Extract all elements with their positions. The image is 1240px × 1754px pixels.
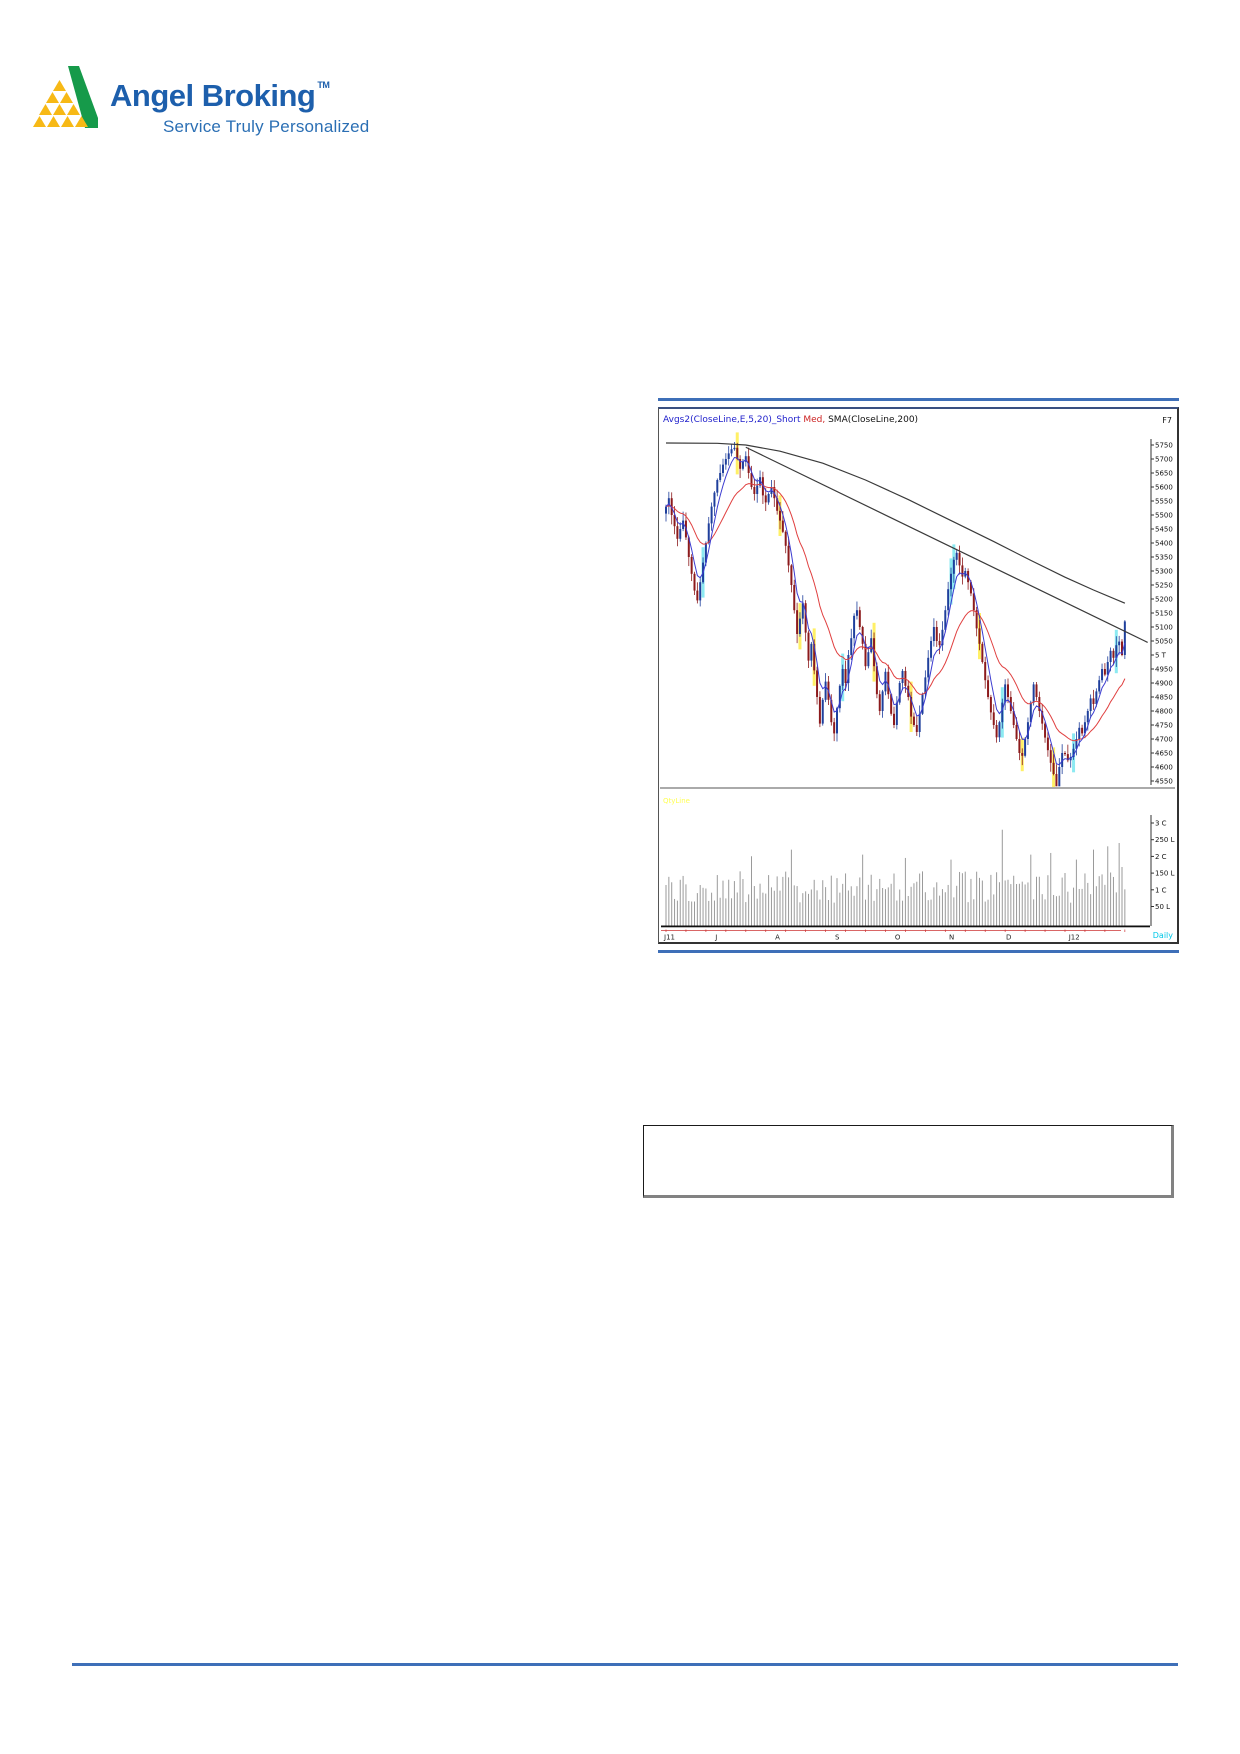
angel-broking-logo: Angel Broking TM Service Truly Personaliz… — [33, 60, 393, 160]
note-box — [643, 1125, 1174, 1198]
volume-bars-layer — [665, 829, 1126, 926]
price-axis: 5750 5700 5650 5600 5550 5500 5450 5400 5350 5300… — [1150, 439, 1173, 786]
svg-text:2 C: 2 C — [1155, 853, 1167, 861]
svg-text:5 T: 5 T — [1155, 652, 1167, 660]
svg-text:4800: 4800 — [1155, 708, 1173, 716]
svg-text:A: A — [775, 934, 780, 942]
svg-text:4900: 4900 — [1155, 680, 1173, 688]
svg-text:4650: 4650 — [1155, 750, 1173, 758]
svg-text:5100: 5100 — [1155, 624, 1173, 632]
svg-text:5250: 5250 — [1155, 582, 1173, 590]
indicator-label-sma: SMA(CloseLine,200) — [828, 415, 919, 425]
svg-text:5200: 5200 — [1155, 596, 1173, 604]
svg-text:J: J — [714, 934, 717, 942]
date-axis: J11 J A S O N D J12 — [661, 925, 1150, 942]
svg-text:5750: 5750 — [1155, 442, 1173, 450]
chart-bottom-rule — [658, 950, 1179, 953]
svg-text:1 C: 1 C — [1155, 886, 1167, 894]
brand-name: Angel Broking TM — [110, 78, 330, 113]
indicator-label-avgs2: Avgs2(CloseLine,E,5,20)_Short — [663, 415, 801, 425]
svg-text:5050: 5050 — [1155, 638, 1173, 646]
svg-text:D: D — [1006, 934, 1011, 942]
timeframe-label: Daily — [1152, 931, 1173, 940]
svg-text:5400: 5400 — [1155, 540, 1173, 548]
svg-text:4850: 4850 — [1155, 694, 1173, 702]
svg-text:J11: J11 — [663, 934, 675, 942]
footer-rule — [72, 1663, 1178, 1666]
svg-text:5500: 5500 — [1155, 512, 1173, 520]
function-key-label: F7 — [1162, 416, 1172, 425]
svg-text:5300: 5300 — [1155, 568, 1173, 576]
svg-text:250 L: 250 L — [1155, 836, 1175, 844]
svg-text:4550: 4550 — [1155, 778, 1173, 786]
svg-text:4700: 4700 — [1155, 736, 1173, 744]
svg-text:4600: 4600 — [1155, 764, 1173, 772]
svg-text:150 L: 150 L — [1155, 870, 1175, 878]
chart-canvas: 5750 5700 5650 5600 5550 5500 5450 5400 5350 5300… — [660, 432, 1175, 942]
qtyline-label: QtyLine — [663, 797, 690, 805]
volume-axis: 3 C 250 L 2 C 150 L 1 C 50 L — [1150, 815, 1175, 926]
angel-broking-mark-icon — [33, 66, 98, 128]
chart-top-rule — [658, 398, 1179, 401]
logo-text: Angel Broking TM Service Truly Personaliz… — [110, 78, 369, 137]
svg-text:5700: 5700 — [1155, 456, 1173, 464]
indicator-legend: Avgs2(CloseLine,E,5,20)_Short Med, SMA(C… — [663, 415, 918, 425]
svg-text:5150: 5150 — [1155, 610, 1173, 618]
indicator-label-med: Med, — [800, 415, 829, 425]
svg-text:50 L: 50 L — [1155, 903, 1170, 911]
svg-text:J12: J12 — [1068, 934, 1080, 942]
moving-averages-layer — [665, 456, 1126, 766]
svg-text:3 C: 3 C — [1155, 820, 1167, 828]
brand-tagline: Service Truly Personalized — [163, 117, 370, 136]
svg-text:O: O — [895, 934, 901, 942]
svg-text:4750: 4750 — [1155, 722, 1173, 730]
svg-text:5650: 5650 — [1155, 470, 1173, 478]
chart-frame: 5750 5700 5650 5600 5550 5500 5450 5400 5350 5300… — [658, 407, 1179, 944]
svg-text:5600: 5600 — [1155, 484, 1173, 492]
technical-chart-block: 5750 5700 5650 5600 5550 5500 5450 5400 5350 5300… — [658, 398, 1179, 953]
svg-text:N: N — [949, 934, 954, 942]
trademark-symbol: TM — [317, 80, 330, 90]
svg-text:S: S — [835, 934, 840, 942]
sma-trendline-layer — [665, 442, 1148, 643]
svg-text:5550: 5550 — [1155, 498, 1173, 506]
svg-text:5450: 5450 — [1155, 526, 1173, 534]
svg-text:4950: 4950 — [1155, 666, 1173, 674]
svg-text:5350: 5350 — [1155, 554, 1173, 562]
